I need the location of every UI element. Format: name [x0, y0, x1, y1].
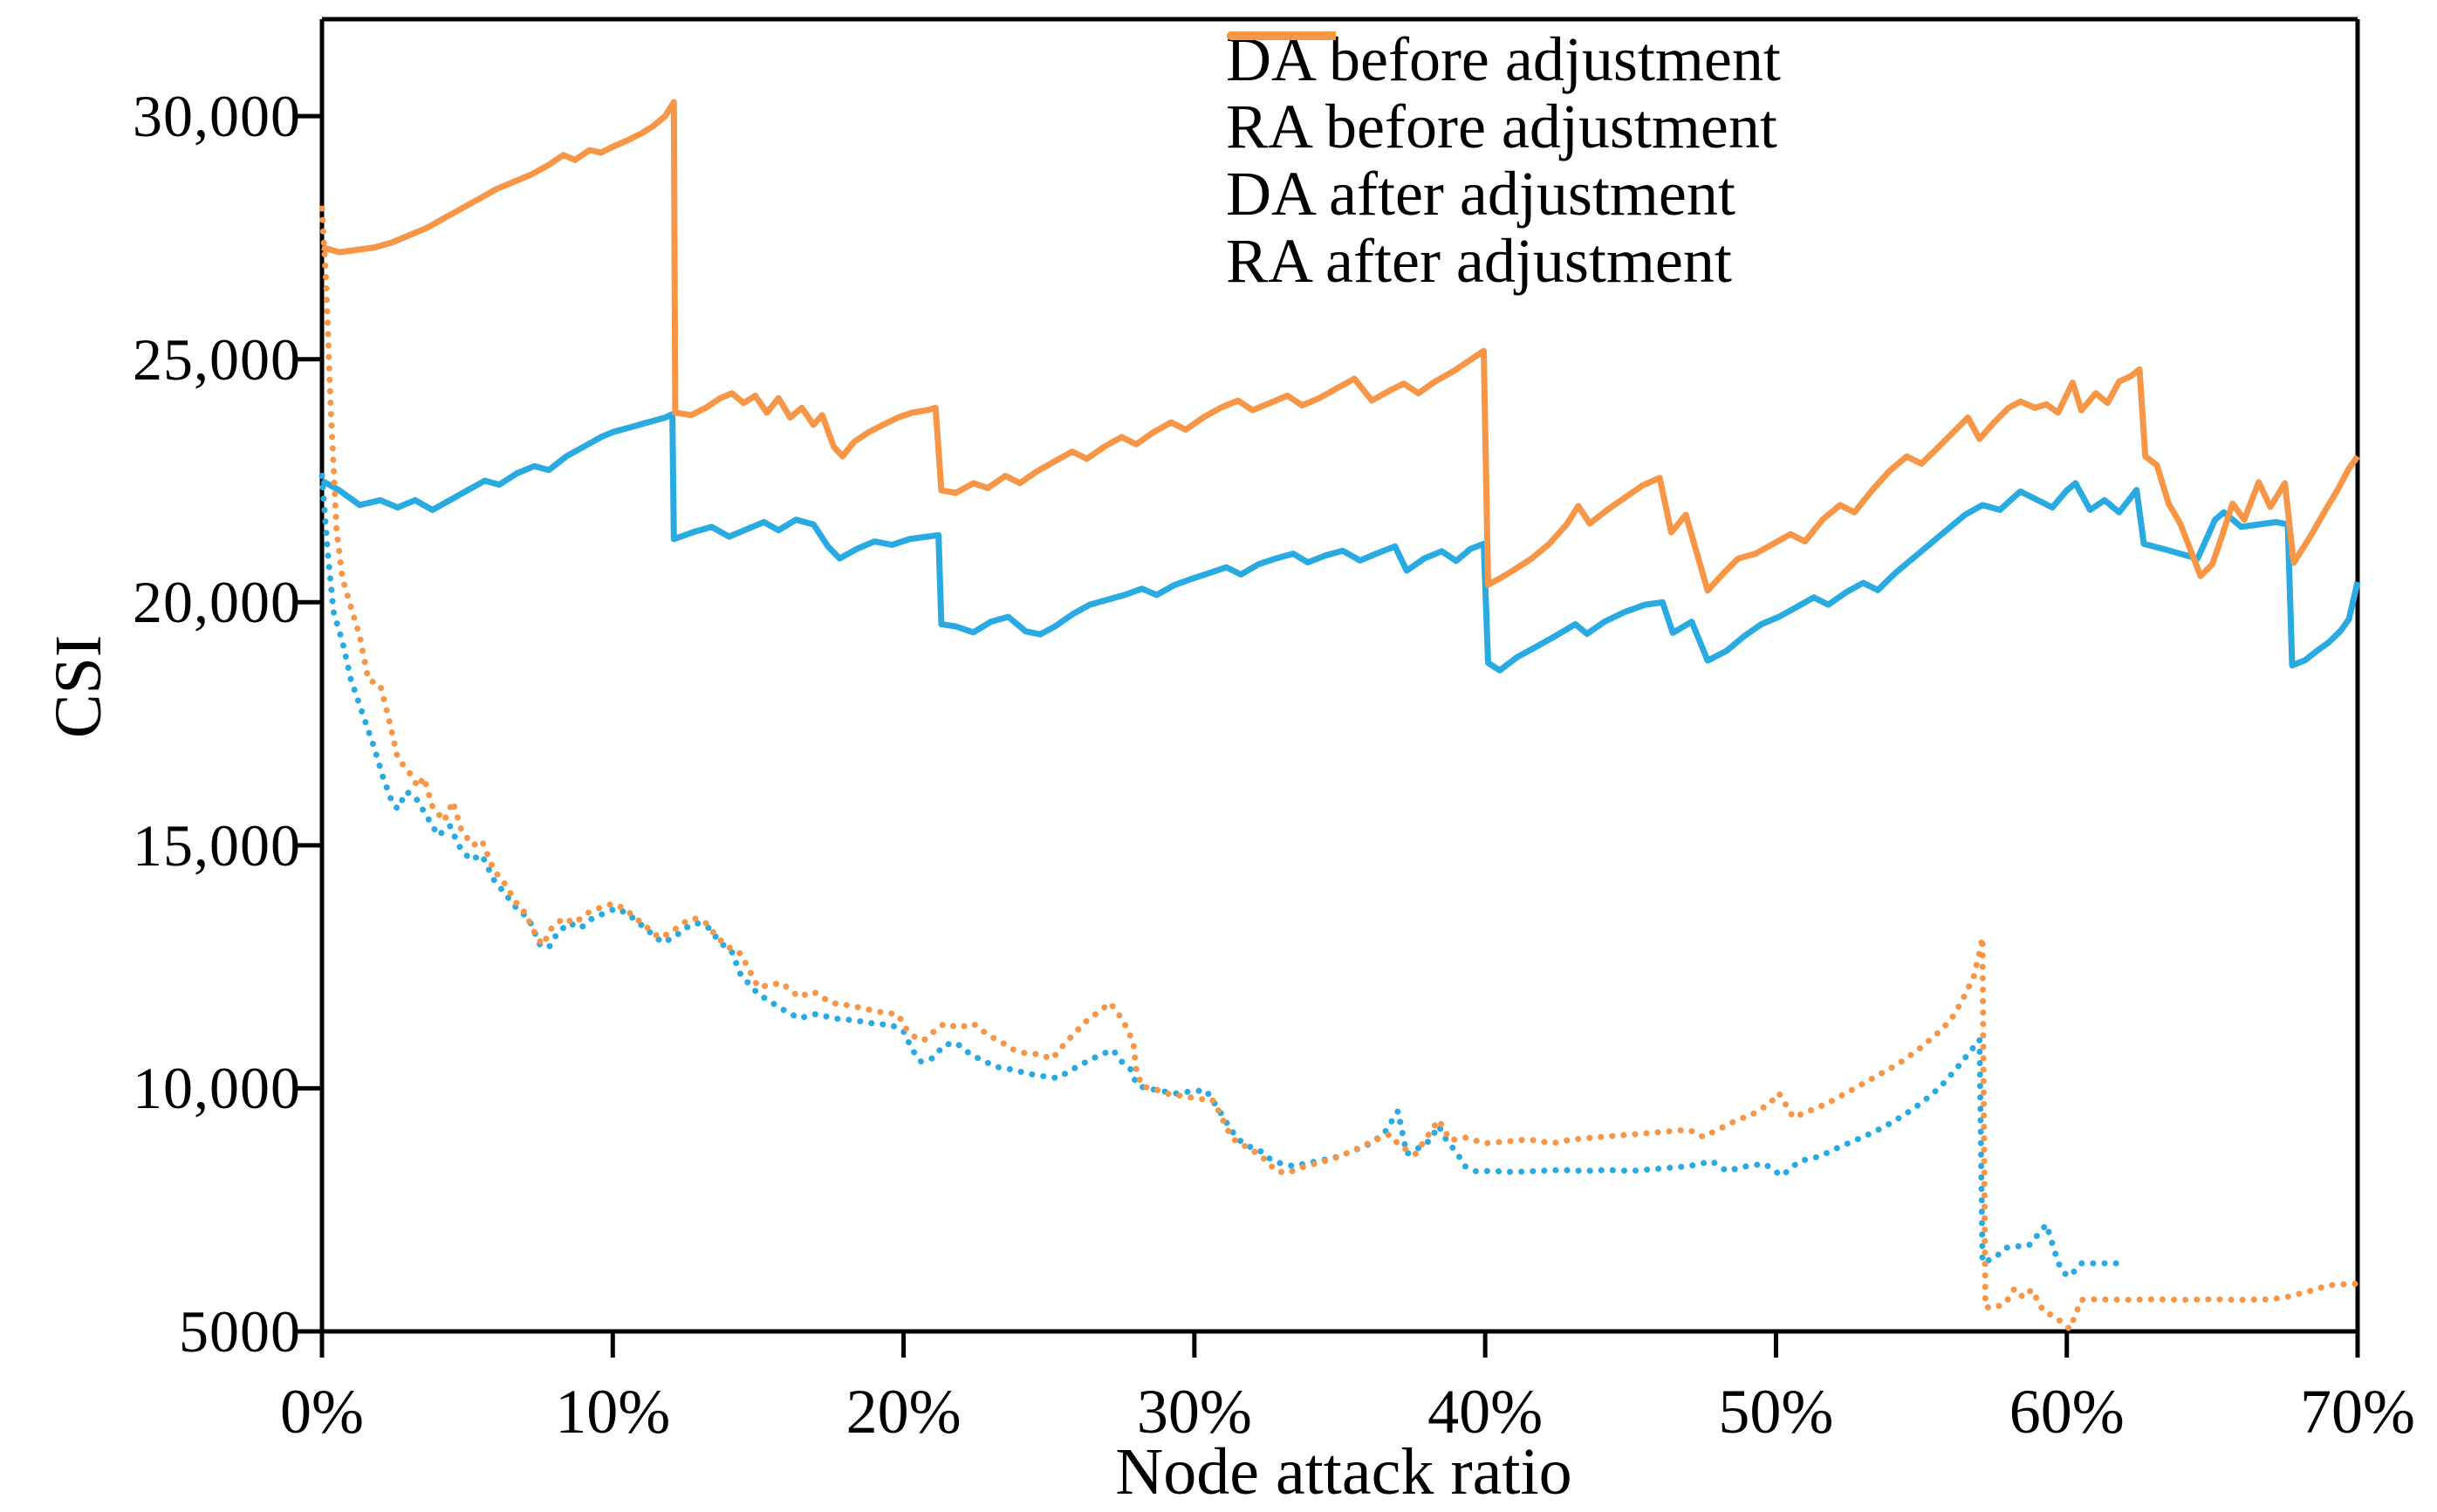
x-tick-label: 30%: [1136, 1377, 1252, 1447]
series-ra-before-adjustment: [320, 411, 2361, 674]
y-axis-title: CSI: [42, 634, 115, 739]
x-tick-label: 0%: [280, 1377, 364, 1447]
series-da-after-adjustment: [318, 205, 2361, 1332]
legend-label: RA before adjustment: [1226, 92, 1777, 161]
x-tick-label: 20%: [845, 1377, 962, 1447]
legend-item: DA after adjustment: [1226, 31, 1781, 229]
x-tick-label: 60%: [2009, 1377, 2125, 1447]
y-tick-label: 5000: [179, 1298, 301, 1365]
legend-item: RA after adjustment: [1226, 31, 1781, 296]
solid-line-swatch-icon: [1231, 31, 1336, 40]
legend: DA before adjustment RA before adjustment…: [1226, 24, 1781, 296]
x-axis-title: Node attack ratio: [1115, 1435, 1572, 1509]
series-da-before-adjustment: [318, 472, 2128, 1280]
legend-item: RA before adjustment: [1226, 31, 1781, 161]
legend-label: RA after adjustment: [1226, 226, 1732, 296]
y-tick-label: 15,000: [133, 811, 301, 879]
x-tick-label: 10%: [555, 1377, 671, 1447]
x-tick-label: 70%: [2300, 1377, 2415, 1447]
x-tick-label: 50%: [1718, 1377, 1834, 1447]
y-tick-label: 20,000: [133, 569, 301, 636]
series-ra-after-adjustment: [321, 99, 2360, 594]
legend-label: DA after adjustment: [1226, 159, 1735, 229]
y-tick-label: 10,000: [133, 1055, 301, 1122]
y-tick-label: 30,000: [133, 83, 301, 150]
y-tick-label: 25,000: [133, 325, 301, 393]
x-tick-label: 40%: [1427, 1377, 1544, 1447]
